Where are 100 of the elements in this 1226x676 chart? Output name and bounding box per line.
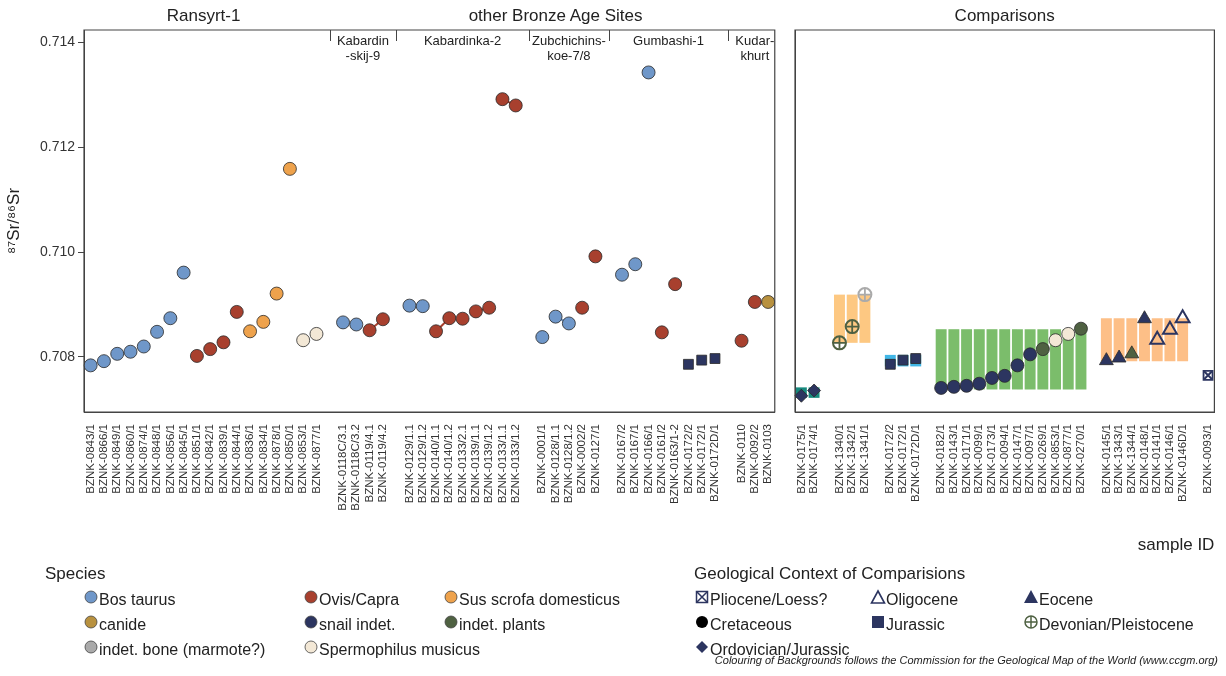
x-tick-label: BZNK-0172D/1 <box>708 424 721 502</box>
x-tick-label: BZNK-0874/1 <box>136 424 149 494</box>
legend-label: Eocene <box>1039 591 1094 608</box>
x-tick-label: BZNK-0140/1.2 <box>442 424 455 504</box>
x-tick-label: BZNK-0148/1 <box>1137 424 1150 494</box>
x-tick-label: BZNK-0133/2.1 <box>455 424 468 504</box>
x-tick-label: BZNK-0866/1 <box>97 424 110 494</box>
x-tick-label: BZNK-0143/1 <box>947 424 960 494</box>
x-tick-label: BZNK-0173/1 <box>985 424 998 494</box>
x-tick-label: BZNK-0146D/1 <box>1175 424 1188 502</box>
x-tick-label: BZNK-0172/2 <box>883 424 896 494</box>
x-tick-label: BZNK-0092/2 <box>748 424 761 494</box>
y-tick-label: 0.708 <box>39 347 76 364</box>
x-tick-label: BZNK-0836/1 <box>243 424 256 494</box>
x-tick-label: BZNK-0182/1 <box>934 424 947 494</box>
text: other Bronze Age Sites <box>468 6 643 26</box>
x-tick-label: BZNK-0860/1 <box>123 424 136 494</box>
x-tick-label: BZNK-0145/1 <box>1099 424 1112 494</box>
x-tick-label: BZNK-0110 <box>734 424 747 484</box>
x-tick-label: BZNK-0139/1.2 <box>482 424 495 504</box>
x-tick-label: BZNK-0001/1 <box>535 424 548 494</box>
legend-label: Bos taurus <box>99 591 176 608</box>
x-tick-label: BZNK-0129/1.1 <box>402 424 415 504</box>
annotation: Kabardin -skij-9 <box>336 33 389 64</box>
x-tick-label: BZNK-0167/2 <box>615 424 628 494</box>
x-tick-label: BZNK-0171/1 <box>959 424 972 494</box>
x-tick-label: BZNK-0172D/1 <box>908 424 921 502</box>
x-tick-label: BZNK-0172/1 <box>694 424 707 494</box>
legend-label: canide <box>99 616 147 633</box>
annotation: Kudar- khurt <box>735 33 775 64</box>
x-tick-label: BZNK-0139/1.1 <box>469 424 482 504</box>
x-tick-label: BZNK-0128/1.1 <box>548 424 561 504</box>
text: Cretaceous <box>710 616 792 633</box>
x-axis-title: sample ID <box>1137 535 1215 555</box>
legend-label: Spermophilus musicus <box>319 641 480 658</box>
legend-label: Devonian/Pleistocene <box>1039 616 1194 633</box>
x-tick-label: BZNK-0844/1 <box>229 424 242 494</box>
x-tick-label: BZNK-0270/1 <box>1074 424 1087 494</box>
x-tick-label: BZNK-0119/4.1 <box>362 424 375 503</box>
x-tick-label: BZNK-0853/1 <box>1048 424 1061 494</box>
legend-label: Jurassic <box>886 616 945 633</box>
legend-label: indet. plants <box>459 616 546 633</box>
x-tick-label: BZNK-0849/1 <box>110 424 123 494</box>
y-tick-label: 0.712 <box>39 138 76 155</box>
x-tick-label: BZNK-0856/1 <box>163 424 176 494</box>
x-tick-label: BZNK-0146/1 <box>1163 424 1176 494</box>
x-tick-label: BZNK-1344/1 <box>1124 424 1137 494</box>
x-tick-label: BZNK-0141/1 <box>1150 424 1163 494</box>
legend-label: indet. bone (marmote?) <box>99 641 266 658</box>
x-tick-label: BZNK-0877/1 <box>1061 424 1074 494</box>
x-tick-label: BZNK-0850/1 <box>283 424 296 494</box>
x-tick-label: BZNK-0166/1 <box>641 424 654 494</box>
legend-label: snail indet. <box>319 616 396 633</box>
x-tick-label: BZNK-0878/1 <box>269 424 282 494</box>
x-tick-label: BZNK-0172/2 <box>681 424 694 494</box>
annotation: Zubchichins- koe-7/8 <box>532 33 606 64</box>
x-tick-label: BZNK-1341/1 <box>858 424 871 494</box>
x-tick-label: BZNK-0269/1 <box>1036 424 1048 494</box>
x-tick-label: BZNK-0843/1 <box>83 424 96 494</box>
y-tick-label: 0.714 <box>39 33 76 50</box>
x-tick-label: BZNK-0877/1 <box>309 424 322 494</box>
y-tick-label: 0.710 <box>39 243 76 260</box>
x-tick-label: BZNK-0127/1 <box>588 424 601 494</box>
x-tick-label: BZNK-0129/1.2 <box>415 424 428 504</box>
text: Ransyrt-1 <box>166 6 241 26</box>
x-tick-label: BZNK-0133/1.1 <box>495 424 508 504</box>
legend-label: Pliocene/Loess? <box>710 591 828 608</box>
text: Comparisons <box>954 6 1055 26</box>
x-tick-label: BZNK-0097/1 <box>1023 424 1036 494</box>
x-tick-label: BZNK-0848/1 <box>150 424 163 494</box>
x-tick-label: BZNK-0118C/3.2 <box>349 424 362 511</box>
x-tick-label: BZNK-0175/1 <box>794 424 807 494</box>
x-tick-label: BZNK-0119/4.2 <box>376 424 389 503</box>
legend-title: Species <box>45 564 106 584</box>
x-tick-label: BZNK-0099/1 <box>972 424 985 494</box>
legend-label: Sus scrofa domesticus <box>459 591 620 608</box>
x-tick-label: BZNK-1342/1 <box>845 424 858 494</box>
y-axis-title: ⁸⁷Sr/⁸⁶Sr <box>3 187 23 255</box>
annotation: Gumbashi-1 <box>633 33 704 49</box>
x-tick-label: BZNK-0128/1.2 <box>562 424 575 504</box>
x-tick-label: BZNK-0094/1 <box>997 424 1010 494</box>
x-tick-label: BZNK-0839/1 <box>216 424 229 494</box>
x-tick-label: BZNK-0163/1-2 <box>668 424 681 504</box>
legend-label: Ovis/Capra <box>319 591 400 608</box>
x-tick-label: BZNK-0842/1 <box>203 424 216 494</box>
x-tick-label: BZNK-0161/2 <box>655 424 668 494</box>
annotation: Kabardinka-2 <box>423 33 502 49</box>
x-tick-label: BZNK-0118C/3.1 <box>336 424 349 511</box>
x-tick-label: BZNK-0174/1 <box>807 424 820 494</box>
x-tick-label: BZNK-0140/1.1 <box>429 424 442 504</box>
legend-title: Geological Context of Comparisions <box>694 564 966 584</box>
x-tick-label: BZNK-0103 <box>761 424 774 485</box>
x-tick-label: BZNK-0093/1 <box>1201 424 1214 494</box>
x-tick-label: BZNK-0133/1.2 <box>508 424 521 504</box>
x-tick-label: BZNK-0147/1 <box>1010 424 1023 494</box>
x-tick-label: BZNK-0002/2 <box>575 424 588 494</box>
x-tick-label: BZNK-1340/1 <box>832 424 845 494</box>
x-tick-label: BZNK-0853/1 <box>296 424 309 494</box>
x-tick-label: BZNK-0172/1 <box>896 424 909 494</box>
x-tick-label: BZNK-0167/1 <box>628 424 641 494</box>
